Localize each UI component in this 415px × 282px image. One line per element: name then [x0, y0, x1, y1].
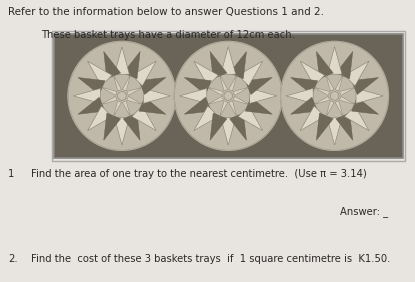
Polygon shape: [245, 78, 272, 94]
Polygon shape: [139, 78, 166, 94]
Polygon shape: [344, 106, 369, 131]
Polygon shape: [300, 106, 325, 131]
Polygon shape: [339, 96, 356, 105]
Bar: [54, 34, 403, 158]
Polygon shape: [220, 75, 228, 91]
Polygon shape: [78, 78, 105, 94]
Polygon shape: [336, 52, 353, 79]
Polygon shape: [344, 61, 369, 86]
Polygon shape: [221, 118, 236, 145]
Polygon shape: [101, 87, 117, 95]
Polygon shape: [316, 52, 333, 79]
Polygon shape: [229, 52, 247, 79]
Polygon shape: [290, 78, 317, 94]
Polygon shape: [115, 47, 129, 74]
Polygon shape: [229, 75, 237, 91]
Ellipse shape: [224, 92, 232, 100]
Polygon shape: [314, 96, 330, 105]
Ellipse shape: [117, 92, 126, 100]
Polygon shape: [122, 75, 131, 91]
Polygon shape: [207, 87, 223, 95]
Bar: [52, 31, 405, 161]
Ellipse shape: [68, 41, 176, 151]
Polygon shape: [88, 61, 112, 86]
Polygon shape: [207, 96, 223, 105]
Polygon shape: [127, 96, 143, 105]
Text: Refer to the information below to answer Questions 1 and 2.: Refer to the information below to answer…: [8, 7, 324, 17]
Polygon shape: [123, 113, 140, 140]
Polygon shape: [314, 87, 330, 95]
Polygon shape: [250, 88, 277, 103]
Polygon shape: [335, 101, 343, 117]
Polygon shape: [123, 52, 140, 79]
Polygon shape: [132, 61, 156, 86]
Text: These basket trays have a diameter of 12cm each.: These basket trays have a diameter of 12…: [42, 30, 295, 39]
Polygon shape: [335, 75, 343, 91]
Polygon shape: [184, 78, 211, 94]
Polygon shape: [101, 96, 117, 105]
Ellipse shape: [281, 41, 388, 151]
Polygon shape: [290, 97, 317, 114]
Polygon shape: [194, 61, 218, 86]
Text: Find the area of one tray to the nearest centimetre.  (Use π = 3.14): Find the area of one tray to the nearest…: [31, 169, 367, 179]
Polygon shape: [221, 47, 236, 74]
Polygon shape: [194, 106, 218, 131]
Polygon shape: [113, 101, 122, 117]
Text: 2.: 2.: [8, 254, 18, 264]
Polygon shape: [143, 88, 171, 103]
Polygon shape: [78, 97, 105, 114]
Polygon shape: [356, 88, 383, 103]
Ellipse shape: [174, 41, 282, 151]
Polygon shape: [132, 106, 156, 131]
Polygon shape: [233, 87, 249, 95]
Polygon shape: [336, 113, 353, 140]
Polygon shape: [73, 88, 100, 103]
Polygon shape: [220, 101, 228, 117]
Polygon shape: [238, 106, 263, 131]
Polygon shape: [352, 78, 378, 94]
Polygon shape: [115, 118, 129, 145]
Polygon shape: [113, 75, 122, 91]
Polygon shape: [127, 87, 143, 95]
Polygon shape: [233, 96, 249, 105]
Polygon shape: [229, 113, 247, 140]
Polygon shape: [326, 101, 334, 117]
Polygon shape: [327, 47, 342, 74]
Polygon shape: [352, 97, 378, 114]
Polygon shape: [327, 118, 342, 145]
Polygon shape: [184, 97, 211, 114]
Polygon shape: [210, 113, 227, 140]
Polygon shape: [316, 113, 333, 140]
Polygon shape: [104, 52, 121, 79]
Polygon shape: [122, 101, 131, 117]
Polygon shape: [88, 106, 112, 131]
Polygon shape: [229, 101, 237, 117]
Ellipse shape: [330, 92, 339, 100]
Polygon shape: [210, 52, 227, 79]
Polygon shape: [326, 75, 334, 91]
Polygon shape: [104, 113, 121, 140]
Polygon shape: [286, 88, 313, 103]
Text: 1: 1: [8, 169, 15, 179]
Polygon shape: [339, 87, 356, 95]
Polygon shape: [245, 97, 272, 114]
Polygon shape: [139, 97, 166, 114]
Text: Find the  cost of these 3 baskets trays  if  1 square centimetre is  K1.50.: Find the cost of these 3 baskets trays i…: [31, 254, 391, 264]
Polygon shape: [300, 61, 325, 86]
Text: Answer: _: Answer: _: [340, 206, 388, 217]
Polygon shape: [180, 88, 207, 103]
Polygon shape: [238, 61, 263, 86]
